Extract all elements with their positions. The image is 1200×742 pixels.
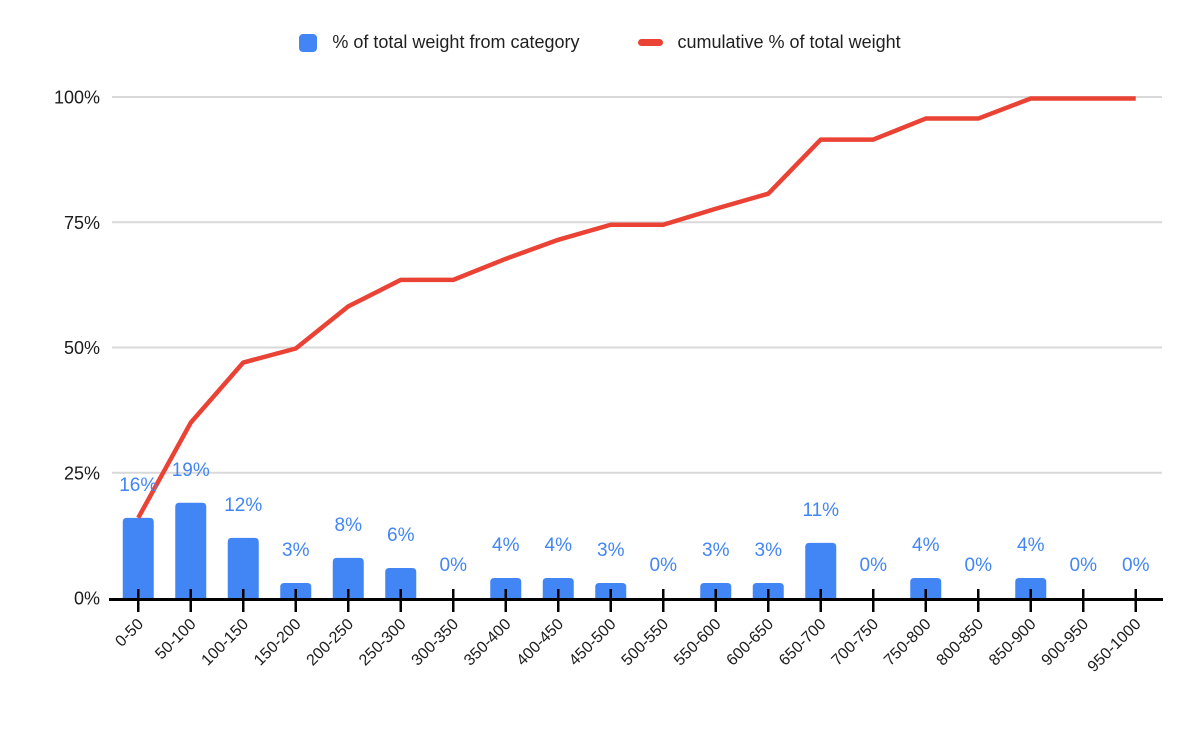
x-axis-tick-label: 500-550	[619, 616, 673, 670]
x-axis-tick-label: 450-500	[566, 616, 620, 670]
bar-value-label: 0%	[1122, 555, 1150, 576]
bar-value-label: 4%	[492, 535, 520, 556]
x-axis-tick-label: 50-100	[152, 616, 199, 663]
x-axis-tick-label: 600-650	[724, 616, 778, 670]
x-axis-tick-label: 300-350	[409, 616, 463, 670]
legend-item-line: cumulative % of total weight	[637, 32, 901, 53]
x-axis-tick-label: 0-50	[112, 616, 147, 651]
x-axis-tick-label: 800-850	[934, 616, 988, 670]
bar	[332, 557, 364, 598]
legend-bars-label: % of total weight from category	[332, 32, 580, 52]
bar	[227, 537, 259, 598]
bar	[122, 517, 154, 598]
bar-series-swatch-icon	[299, 33, 318, 52]
bar-value-label: 0%	[860, 555, 888, 576]
bar-value-label: 4%	[912, 535, 940, 556]
bar-value-label: 16%	[119, 475, 157, 496]
y-axis-tick-label: 100%	[54, 88, 100, 108]
x-axis-tick-label: 950-1000	[1085, 616, 1145, 676]
y-axis-tick-label: 50%	[64, 338, 100, 358]
x-axis-tick-label: 150-200	[251, 616, 305, 670]
bar-value-label: 3%	[702, 540, 730, 561]
x-axis-tick-label: 750-800	[881, 616, 935, 670]
bar	[542, 577, 574, 598]
cumulative-line	[136, 96, 1136, 519]
line-series-swatch-icon	[637, 39, 663, 46]
bar	[805, 542, 837, 598]
bar-value-label: 0%	[440, 555, 468, 576]
bar-value-label: 19%	[172, 460, 210, 481]
y-axis-tick-label: 25%	[64, 463, 100, 483]
x-axis-tick-label: 350-400	[461, 616, 515, 670]
bar	[490, 577, 522, 598]
bar	[1015, 577, 1047, 598]
x-axis-tick-label: 700-750	[829, 616, 883, 670]
bar-value-label: 3%	[755, 540, 783, 561]
bar-value-label: 0%	[650, 555, 678, 576]
legend-line-label: cumulative % of total weight	[677, 32, 901, 52]
x-axis-tick-label: 400-450	[514, 616, 568, 670]
legend-item-bars: % of total weight from category	[299, 32, 580, 53]
bar-value-label: 0%	[1070, 555, 1098, 576]
x-axis-tick-label: 200-250	[304, 616, 358, 670]
bar	[175, 502, 207, 598]
chart-legend: % of total weight from category cumulati…	[0, 32, 1200, 53]
bar-value-label: 11%	[802, 500, 839, 521]
bar-value-label: 0%	[965, 555, 993, 576]
bar-value-label: 12%	[224, 495, 262, 516]
bar	[910, 577, 942, 598]
x-axis-tick-label: 850-900	[986, 616, 1040, 670]
x-axis-tick-label: 650-700	[776, 616, 830, 670]
bar-value-label: 3%	[282, 540, 310, 561]
y-axis-tick-label: 75%	[64, 213, 100, 233]
x-axis-tick-label: 550-600	[671, 616, 725, 670]
bar	[385, 567, 417, 598]
bar-value-label: 6%	[387, 525, 415, 546]
x-axis-tick-label: 900-950	[1039, 616, 1093, 670]
bar-value-label: 3%	[597, 540, 625, 561]
x-axis-tick-label: 250-300	[356, 616, 410, 670]
bar-value-label: 8%	[335, 515, 363, 536]
x-axis-tick-label: 100-150	[199, 616, 253, 670]
y-axis-tick-label: 0%	[74, 589, 100, 609]
bar-value-label: 4%	[545, 535, 573, 556]
bar-value-label: 4%	[1017, 535, 1045, 556]
